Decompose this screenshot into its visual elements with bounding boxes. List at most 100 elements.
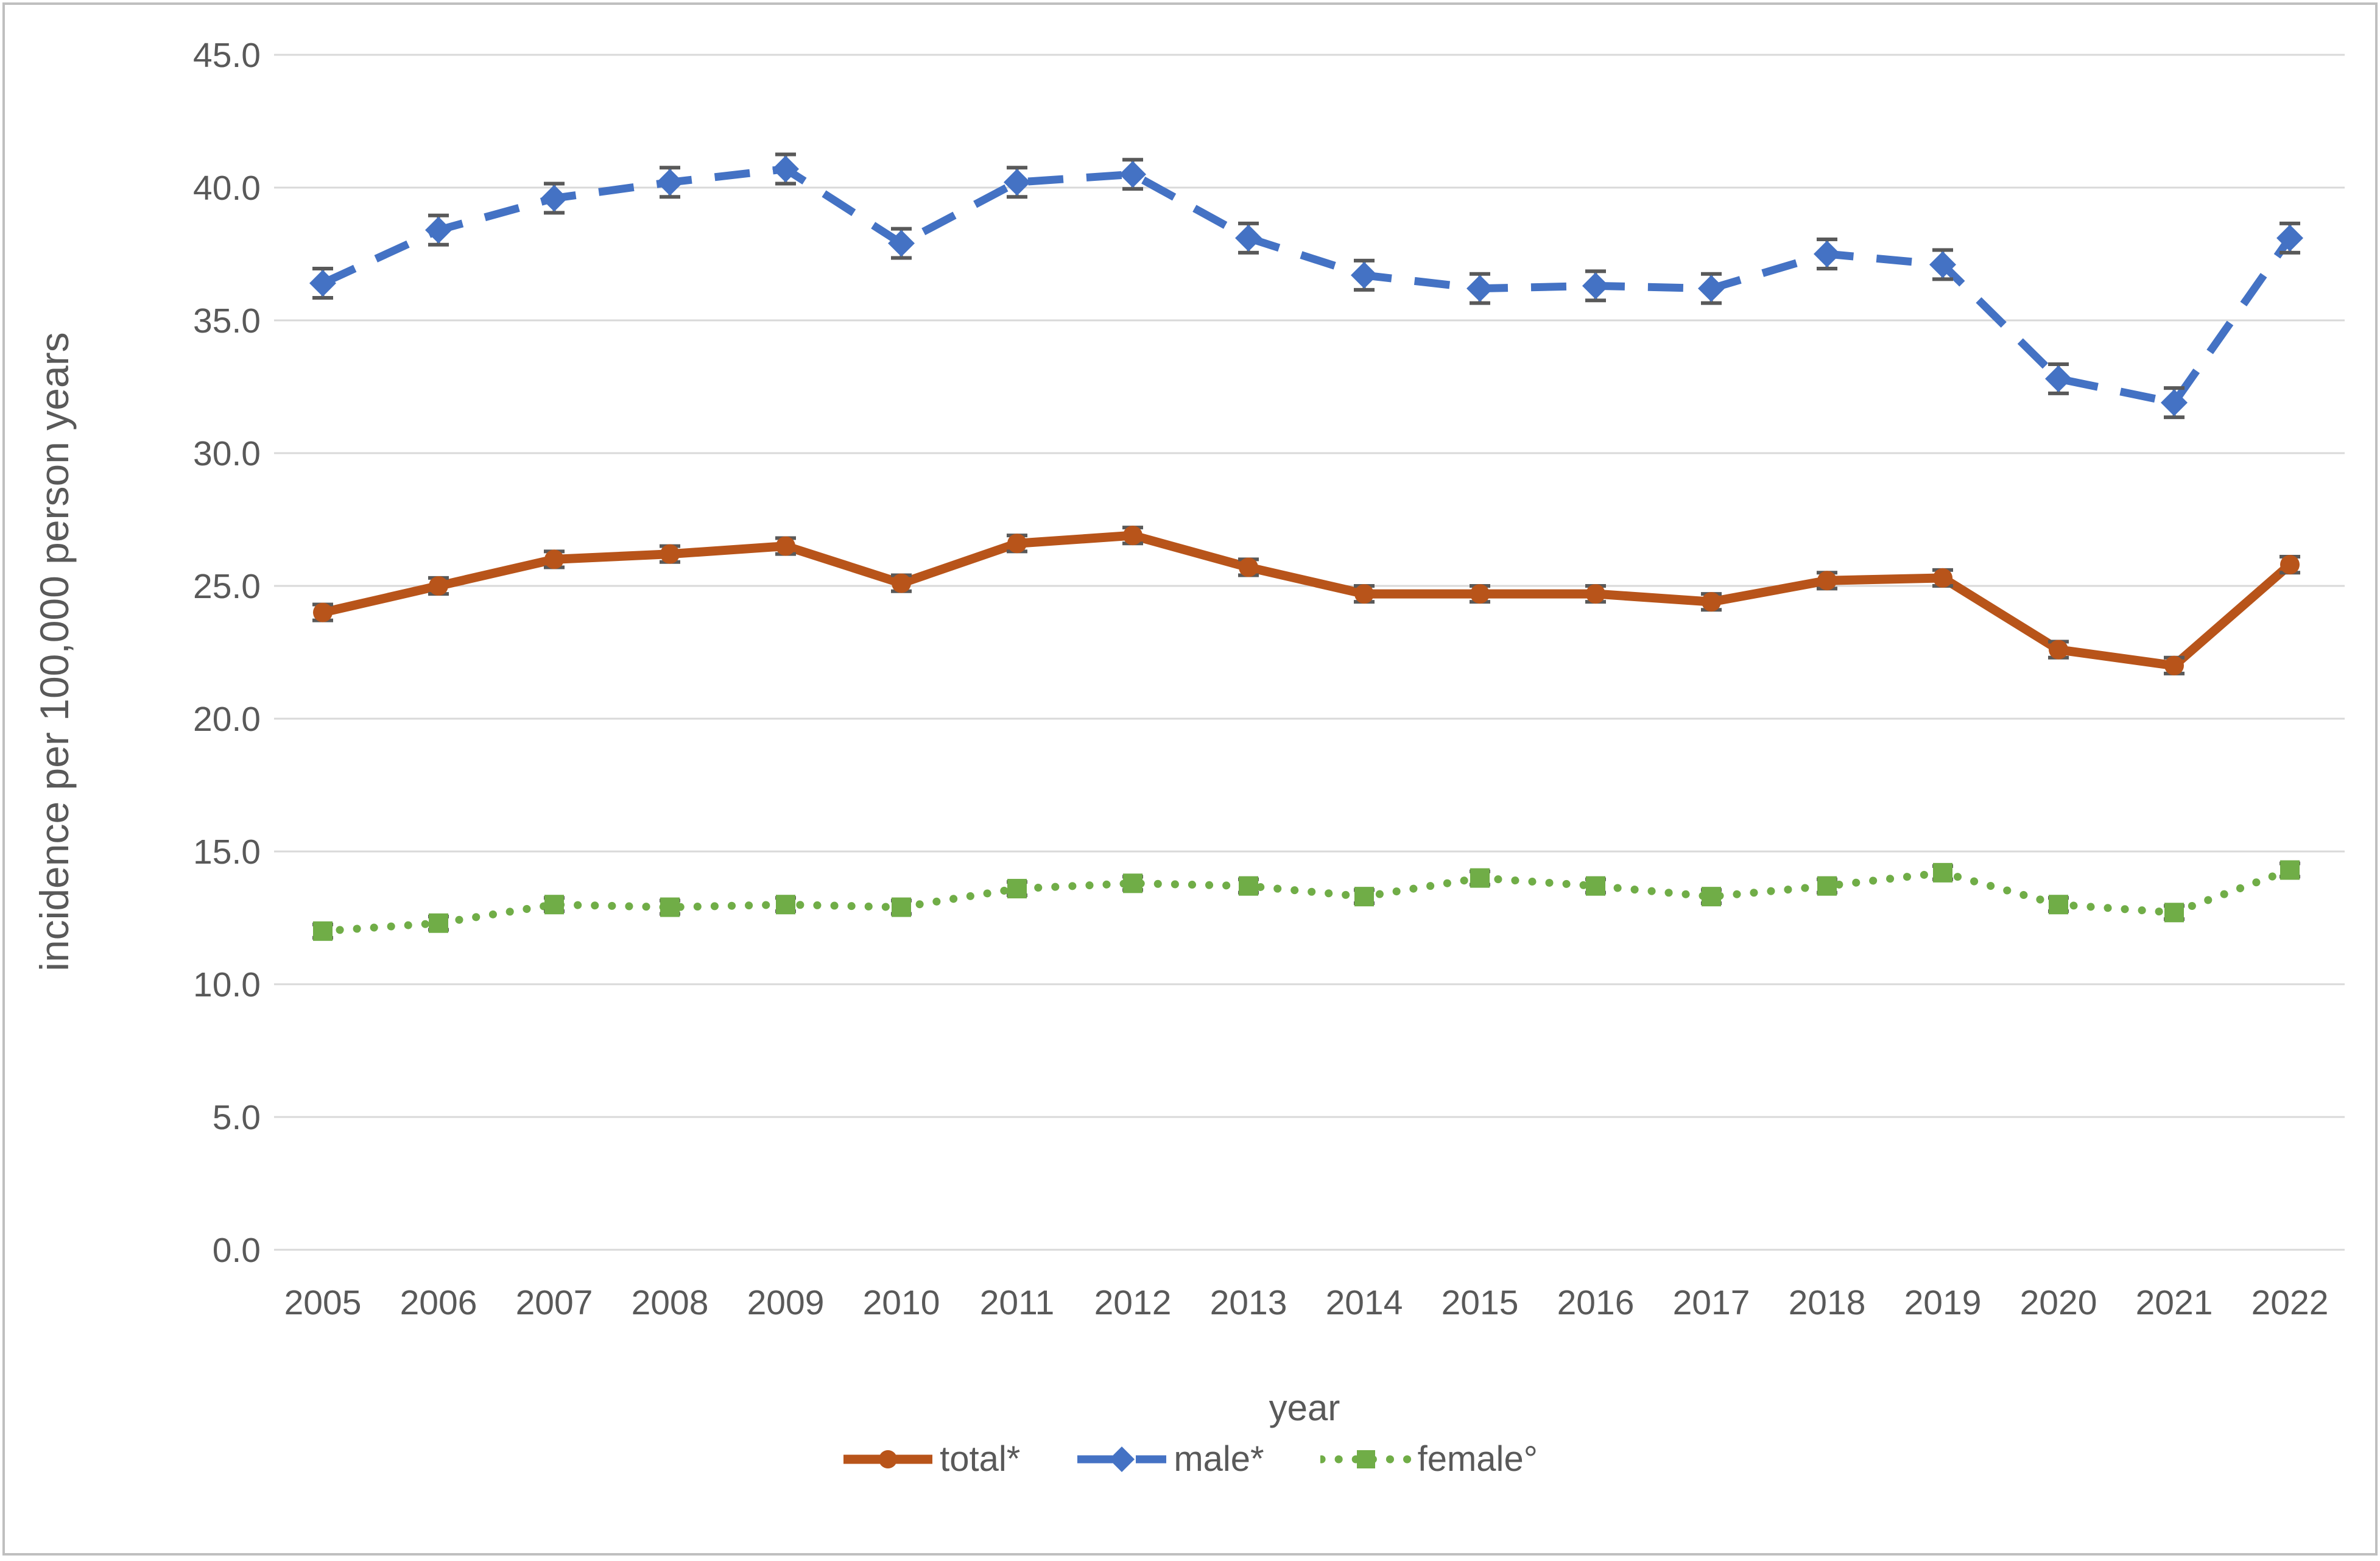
y-tick-label: 10.0	[193, 965, 261, 1004]
square-marker	[429, 913, 448, 933]
diamond-marker	[1109, 1446, 1135, 1472]
x-tick-label: 2014	[1326, 1283, 1403, 1322]
square-marker	[1470, 868, 1490, 888]
square-marker	[1239, 876, 1258, 896]
diamond-marker	[1466, 275, 1493, 302]
legend-sample-dotted-line	[1320, 1450, 1412, 1468]
x-tick-label: 2015	[1442, 1283, 1519, 1322]
x-tick-label: 2005	[284, 1283, 362, 1322]
series-line-1	[321, 164, 2294, 407]
square-marker	[1933, 862, 1952, 883]
x-tick-label: 2012	[1094, 1283, 1172, 1322]
circle-marker	[1354, 584, 1374, 604]
x-axis-tick-labels: 2005 2006 2007 2008 2009 2010 2011 2012 2013 2014…	[284, 1283, 2329, 1322]
circle-marker	[776, 536, 795, 556]
x-tick-label: 2006	[400, 1283, 477, 1322]
diamond-marker	[2045, 365, 2072, 392]
circle-marker	[892, 573, 911, 593]
square-marker	[660, 897, 680, 917]
diamond-marker	[1698, 275, 1725, 302]
y-axis-title: incidence per 100,000 person years	[32, 332, 77, 971]
circle-marker	[1586, 584, 1605, 604]
circle-marker	[1123, 526, 1142, 546]
x-tick-label: 2019	[1904, 1283, 1982, 1322]
square-marker	[1007, 879, 1027, 899]
circle-marker	[2164, 655, 2184, 675]
x-tick-label: 2008	[632, 1283, 709, 1322]
circle-marker	[429, 576, 448, 596]
circle-marker	[1470, 584, 1490, 604]
diamond-marker	[425, 216, 452, 244]
circle-marker	[660, 544, 680, 564]
series-line-0	[322, 530, 2293, 671]
diamond-marker	[657, 169, 683, 196]
square-marker	[1702, 887, 1721, 907]
diamond-marker	[772, 155, 799, 183]
square-marker	[1817, 876, 1837, 896]
diamond-marker	[888, 230, 915, 257]
circle-marker	[1007, 534, 1027, 554]
legend-label-1: male*	[1174, 1439, 1264, 1479]
y-tick-label: 45.0	[193, 36, 261, 75]
diamond-marker	[309, 269, 336, 297]
series-markers	[309, 155, 2303, 941]
legend-item-0: total*	[842, 1439, 1020, 1479]
diamond-marker	[1814, 241, 1840, 267]
x-tick-label: 2016	[1557, 1283, 1635, 1322]
x-tick-label: 2020	[2020, 1283, 2097, 1322]
x-tick-label: 2018	[1789, 1283, 1866, 1322]
square-marker	[1123, 873, 1142, 893]
x-tick-label: 2022	[2251, 1283, 2329, 1322]
y-tick-label: 5.0	[213, 1098, 261, 1137]
y-tick-label: 0.0	[213, 1231, 261, 1270]
legend-sample-dashed-line	[1077, 1446, 1167, 1472]
diamond-marker	[1582, 272, 1609, 300]
x-tick-label: 2007	[516, 1283, 593, 1322]
diamond-marker	[1235, 224, 1262, 252]
square-marker	[1356, 1450, 1375, 1468]
square-marker	[1586, 876, 1605, 896]
x-tick-label: 2010	[863, 1283, 940, 1322]
square-marker	[892, 897, 911, 917]
diamond-marker	[1004, 169, 1030, 196]
diamond-marker	[2161, 389, 2188, 417]
circle-marker	[2049, 640, 2068, 660]
legend-label-0: total*	[940, 1439, 1021, 1479]
legend-sample-solid-line	[843, 1450, 933, 1468]
series-lines	[319, 164, 2294, 936]
diamond-marker	[1119, 161, 1146, 188]
x-tick-label: 2009	[747, 1283, 825, 1322]
x-axis-title: year	[1269, 1387, 1340, 1428]
legend-item-2: female°	[1320, 1439, 1538, 1479]
diamond-marker	[541, 185, 568, 212]
square-marker	[2280, 860, 2300, 880]
diamond-marker	[1351, 261, 1378, 289]
circle-marker	[1702, 592, 1721, 612]
square-marker	[313, 921, 333, 941]
circle-marker	[1239, 557, 1258, 577]
legend-item-1: male*	[1076, 1439, 1264, 1479]
square-marker	[544, 895, 564, 915]
y-axis-tick-labels: 0.0 5.0 10.0 15.0 20.0 25.0 30.0 35.0 40.0 45.0	[193, 36, 261, 1270]
x-tick-label: 2021	[2136, 1283, 2213, 1322]
circle-marker	[1933, 568, 1952, 588]
x-tick-label: 2011	[980, 1283, 1055, 1322]
square-marker	[776, 895, 795, 915]
circle-marker	[2280, 555, 2300, 575]
square-marker	[1354, 887, 1374, 907]
y-tick-label: 25.0	[193, 567, 261, 606]
legend: total* male* female°	[0, 1439, 2380, 1479]
y-tick-label: 20.0	[193, 700, 261, 739]
circle-marker	[313, 602, 333, 622]
diamond-marker	[1929, 251, 1956, 278]
legend-label-2: female°	[1417, 1439, 1538, 1479]
circle-marker	[879, 1450, 898, 1468]
y-tick-label: 35.0	[193, 301, 261, 340]
square-marker	[2164, 903, 2184, 923]
y-tick-label: 30.0	[193, 434, 261, 473]
circle-marker	[544, 549, 564, 569]
diamond-marker	[2276, 224, 2303, 252]
